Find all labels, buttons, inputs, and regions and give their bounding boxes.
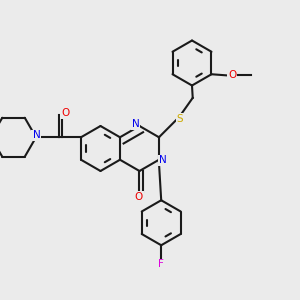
Text: N: N <box>132 119 140 129</box>
Text: O: O <box>61 108 69 118</box>
Text: O: O <box>135 192 143 202</box>
Text: N: N <box>159 155 167 165</box>
Text: O: O <box>228 70 236 80</box>
Text: S: S <box>177 113 183 124</box>
Text: N: N <box>31 131 39 141</box>
Text: N: N <box>33 130 41 140</box>
Text: F: F <box>158 260 164 269</box>
